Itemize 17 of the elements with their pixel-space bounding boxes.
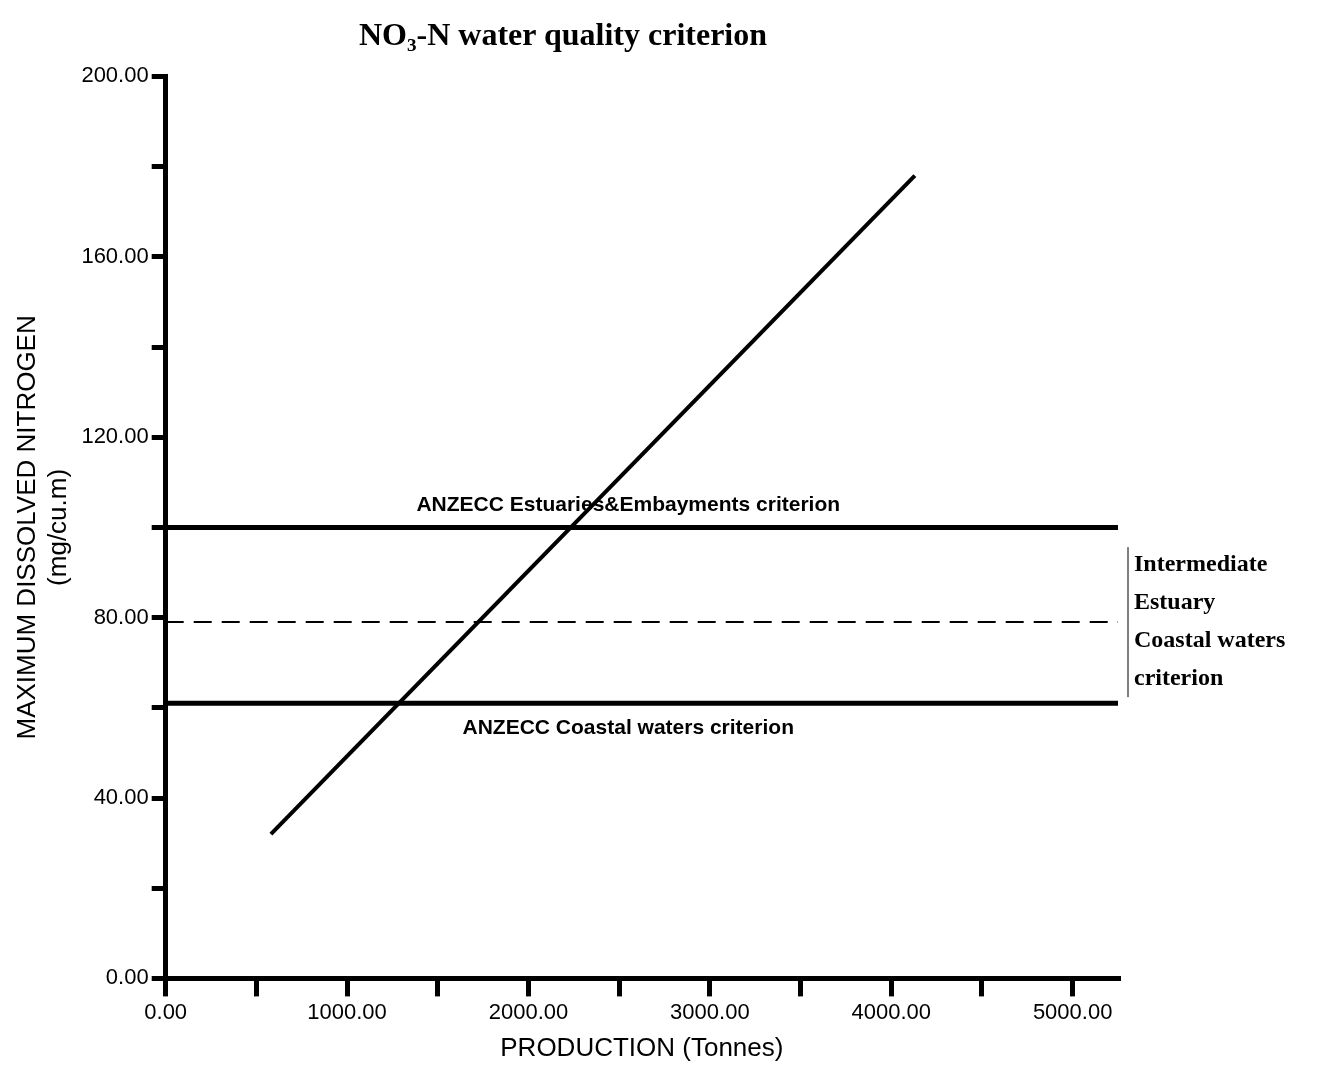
y-tick-label: 40.00 [93,784,149,810]
chart-title: NO₃-N water quality criterion [358,16,768,53]
y-axis-title: MAXIMUM DISSOLVED NITROGEN (mg/cu.m) [10,315,72,740]
x-tick-label: 4000.00 [851,998,932,1024]
y-tick-label: 200.00 [81,62,149,88]
x-tick-label: 2000.00 [488,998,569,1024]
x-tick-label: 5000.00 [1032,998,1113,1024]
ref-line-label: ANZECC Coastal waters criterion [462,714,794,738]
y-tick-label: 120.00 [81,423,149,449]
ref-line-label: Intermediate Estuary Coastal waters criterion [1134,550,1286,691]
y-tick-label: 160.00 [81,242,149,268]
x-tick-label: 3000.00 [670,998,750,1024]
x-axis-title: PRODUCTION (Tonnes) [500,1031,784,1062]
y-tick-label: 0.00 [105,964,149,990]
y-tick-label: 80.00 [93,603,149,629]
x-tick-label: 0.00 [144,998,188,1024]
x-tick-label: 1000.00 [307,998,387,1024]
